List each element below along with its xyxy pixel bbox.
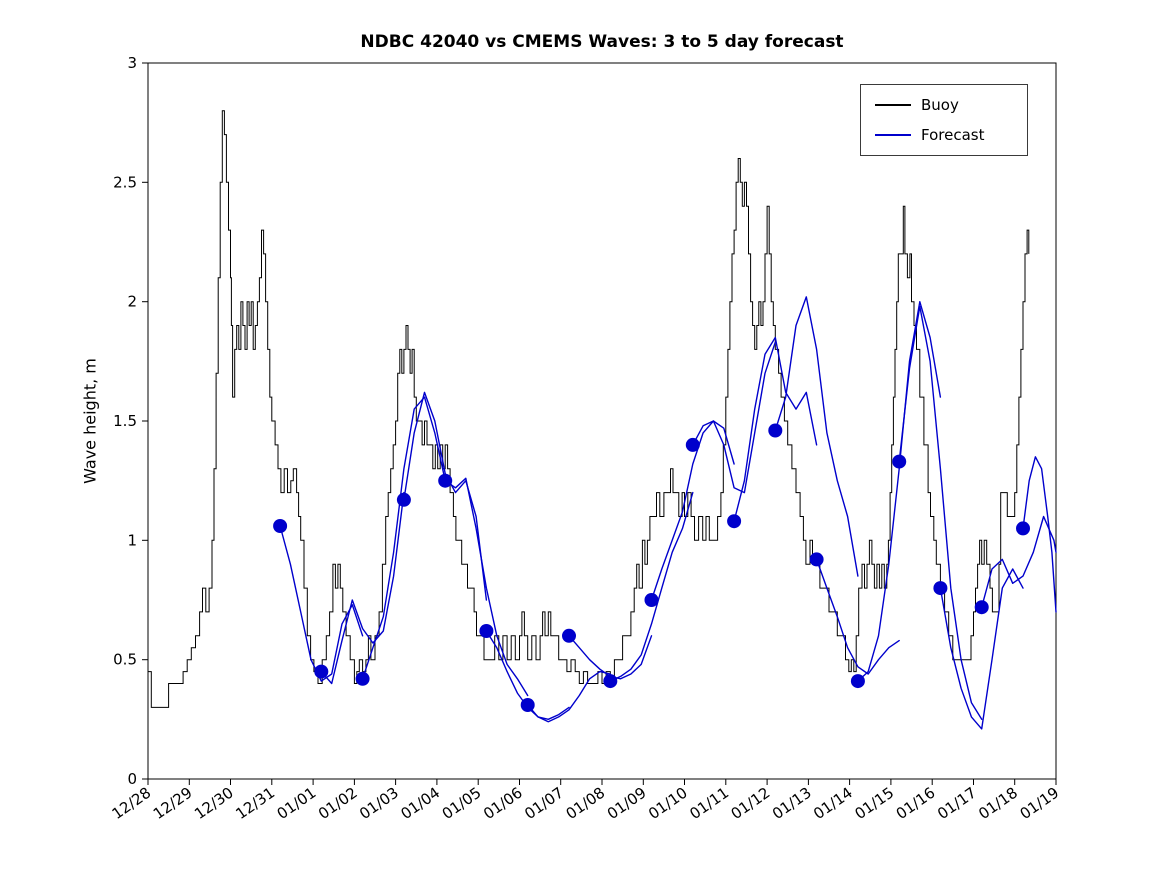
x-tick-label: 01/07: [521, 784, 567, 824]
x-tick-label: 01/10: [645, 784, 691, 824]
forecast-segment-line: [403, 391, 488, 601]
x-tick-label: 01/11: [686, 784, 732, 824]
forecast-segment-line: [733, 336, 818, 522]
y-tick-label: 0.5: [113, 651, 137, 669]
x-tick-label: 01/17: [934, 784, 980, 824]
x-tick-label: 01/19: [1017, 784, 1063, 824]
forecast-line-swatch: [875, 134, 911, 136]
forecast-start-marker: [727, 514, 742, 529]
forecast-start-marker: [438, 473, 453, 488]
forecast-segment-line: [857, 301, 942, 682]
y-tick-label: 1.5: [113, 412, 137, 430]
x-tick-label: 01/09: [604, 784, 650, 824]
forecast-segment-line: [650, 420, 735, 601]
y-tick-label: 3: [127, 54, 137, 72]
x-tick-label: 01/13: [769, 784, 815, 824]
forecast-segment-line: [815, 558, 900, 675]
forecast-segment-line: [527, 670, 611, 723]
forecast-segment-line: [981, 515, 1057, 608]
legend-entry-forecast: Forecast: [875, 126, 1013, 144]
forecast-segment-line: [444, 477, 529, 697]
forecast-start-marker: [314, 664, 329, 679]
x-tick-label: 01/12: [728, 784, 774, 824]
x-tick-label: 01/14: [810, 784, 856, 824]
forecast-segment-line: [320, 491, 405, 685]
x-tick-label: 01/18: [975, 784, 1021, 824]
forecast-start-marker: [562, 628, 576, 643]
x-tick-label: 01/02: [315, 784, 361, 824]
x-tick-label: 01/01: [274, 784, 320, 824]
buoy-series-line: [148, 110, 1030, 708]
forecast-segment-line: [361, 396, 446, 680]
legend-entry-buoy: Buoy: [875, 96, 1013, 114]
y-tick-label: 1: [127, 531, 137, 549]
x-tick-label: 01/03: [356, 784, 402, 824]
forecast-start-marker: [768, 423, 783, 438]
forecast-start-marker: [850, 674, 865, 689]
forecast-segment-line: [609, 491, 694, 682]
forecast-start-marker: [479, 624, 494, 638]
forecast-start-marker: [644, 593, 659, 607]
y-tick-label: 2.5: [113, 173, 137, 191]
x-tick-label: 12/31: [232, 784, 278, 824]
forecast-segment-line: [692, 341, 776, 494]
forecast-segment-line: [898, 305, 983, 720]
buoy-line-swatch: [875, 104, 911, 106]
forecast-start-marker: [809, 552, 824, 567]
y-tick-label: 0: [127, 770, 137, 788]
chart-title: NDBC 42040 vs CMEMS Waves: 3 to 5 day fo…: [360, 32, 844, 52]
legend: Buoy Forecast: [860, 84, 1028, 156]
legend-label-forecast: Forecast: [921, 126, 985, 144]
x-tick-label: 01/16: [893, 784, 939, 824]
forecast-start-marker: [603, 674, 618, 689]
forecast-start-marker: [396, 492, 411, 507]
forecast-start-marker: [520, 698, 535, 712]
x-tick-label: 01/08: [563, 784, 609, 824]
x-tick-label: 12/29: [150, 784, 196, 824]
forecast-start-marker: [355, 671, 370, 686]
x-tick-label: 01/05: [439, 784, 485, 824]
forecast-segment-line: [774, 296, 859, 577]
forecast-start-marker: [892, 454, 907, 469]
forecast-start-marker: [933, 581, 948, 596]
forecast-start-marker: [685, 437, 700, 452]
legend-label-buoy: Buoy: [921, 96, 959, 114]
x-tick-label: 12/30: [191, 784, 237, 824]
x-tick-label: 01/15: [851, 784, 897, 824]
forecast-start-marker: [974, 600, 989, 615]
x-tick-label: 12/28: [109, 784, 155, 824]
forecast-start-marker: [273, 519, 288, 533]
y-tick-label: 2: [127, 293, 137, 311]
forecast-start-marker: [1016, 521, 1030, 536]
x-tick-label: 01/06: [480, 784, 526, 824]
x-tick-label: 01/04: [397, 784, 443, 824]
y-axis-label: Wave height, m: [80, 358, 100, 484]
forecast-segment-line: [1022, 456, 1057, 613]
